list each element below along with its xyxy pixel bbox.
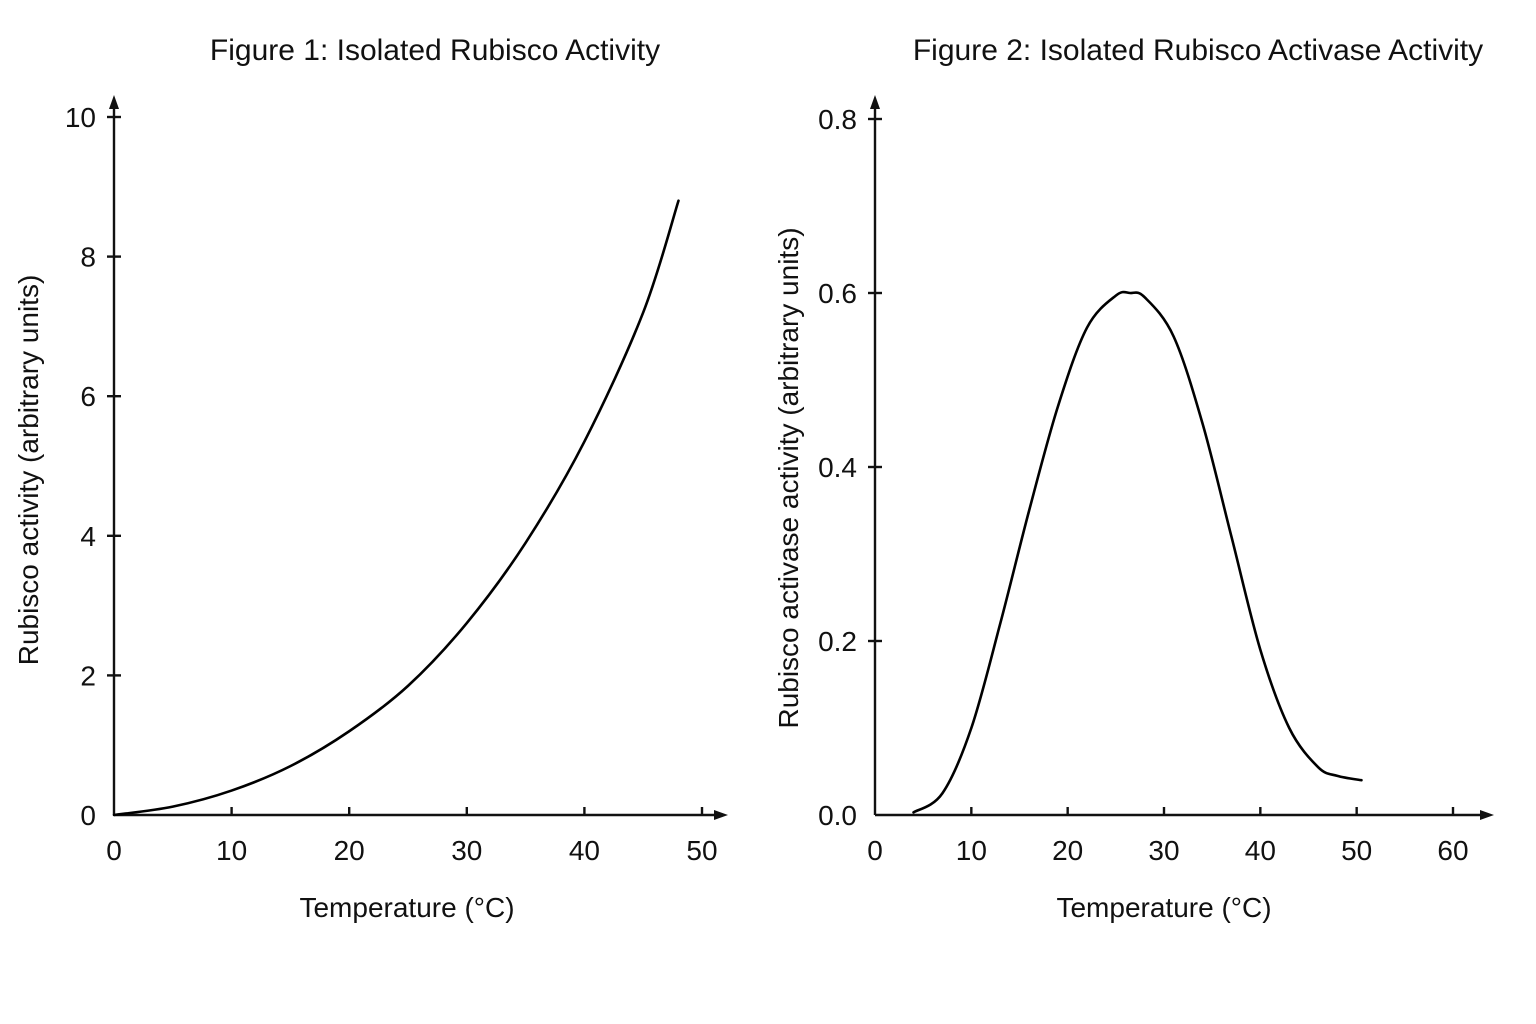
fig2-title: Figure 2: Isolated Rubisco Activase Acti… <box>913 34 1483 67</box>
fig2-x-tick-label: 20 <box>1052 835 1083 866</box>
fig2-x-tick-label: 10 <box>956 835 987 866</box>
fig2-x-tick-label: 50 <box>1341 835 1372 866</box>
fig2-x-tick-label: 40 <box>1245 835 1276 866</box>
fig1-x-tick-label: 10 <box>216 835 247 866</box>
fig1-y-axis-label: Rubisco activity (arbitrary units) <box>13 275 44 666</box>
fig2-y-tick-label: 0.8 <box>818 104 857 135</box>
fig1-y-tick-label: 6 <box>80 381 96 412</box>
fig2-y-axis-label: Rubisco activase activity (arbitrary uni… <box>773 227 804 728</box>
fig2-y-tick-label: 0.6 <box>818 278 857 309</box>
figure-2-activase-chart: Figure 2: Isolated Rubisco Activase Acti… <box>773 34 1494 923</box>
fig2-y-tick-label: 0.2 <box>818 626 857 657</box>
fig1-x-axis-label: Temperature (°C) <box>299 892 514 923</box>
fig1-x-tick-label: 50 <box>686 835 717 866</box>
fig1-y-tick-label: 2 <box>80 660 96 691</box>
fig1-y-tick-label: 8 <box>80 242 96 273</box>
fig2-series-line-0 <box>912 290 1363 814</box>
fig2-x-tick-label: 60 <box>1437 835 1468 866</box>
fig2-x-axis-label: Temperature (°C) <box>1056 892 1271 923</box>
fig1-title: Figure 1: Isolated Rubisco Activity <box>210 34 660 67</box>
fig1-y-tick-label: 4 <box>80 521 96 552</box>
fig1-x-axis-arrow-icon <box>714 810 728 820</box>
fig2-x-tick-label: 0 <box>867 835 883 866</box>
fig1-x-tick-label: 20 <box>334 835 365 866</box>
fig2-x-tick-label: 30 <box>1148 835 1179 866</box>
fig1-y-axis-arrow-icon <box>109 95 119 109</box>
fig1-x-tick-label: 0 <box>106 835 122 866</box>
fig2-x-axis-arrow-icon <box>1480 810 1494 820</box>
fig2-y-tick-label: 0.4 <box>818 452 857 483</box>
fig1-series-line-0 <box>112 199 680 817</box>
fig1-x-tick-label: 30 <box>451 835 482 866</box>
fig1-y-tick-label: 0 <box>80 800 96 831</box>
fig1-x-tick-label: 40 <box>569 835 600 866</box>
fig1-y-tick-label: 10 <box>65 102 96 133</box>
fig2-y-tick-label: 0.0 <box>818 800 857 831</box>
fig2-y-axis-arrow-icon <box>870 95 880 109</box>
